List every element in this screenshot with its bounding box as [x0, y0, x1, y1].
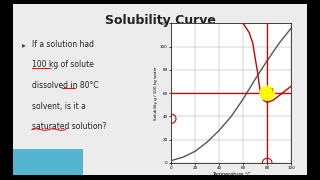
Text: If a solution had: If a solution had: [32, 40, 94, 49]
X-axis label: Temperature °C: Temperature °C: [212, 172, 251, 177]
Text: ?: ?: [271, 88, 273, 93]
Y-axis label: Solubility g / 100 kg water: Solubility g / 100 kg water: [154, 66, 158, 120]
Circle shape: [260, 86, 274, 100]
Text: saturated solution?: saturated solution?: [32, 122, 106, 131]
Text: solvent, is it a: solvent, is it a: [32, 102, 86, 111]
Text: Solubility Curve: Solubility Curve: [105, 14, 215, 27]
Text: dissolved in 80°C: dissolved in 80°C: [32, 81, 99, 90]
Bar: [13, 149, 83, 175]
Text: ▸: ▸: [22, 40, 26, 49]
Text: 100 kg of solute: 100 kg of solute: [32, 60, 94, 69]
